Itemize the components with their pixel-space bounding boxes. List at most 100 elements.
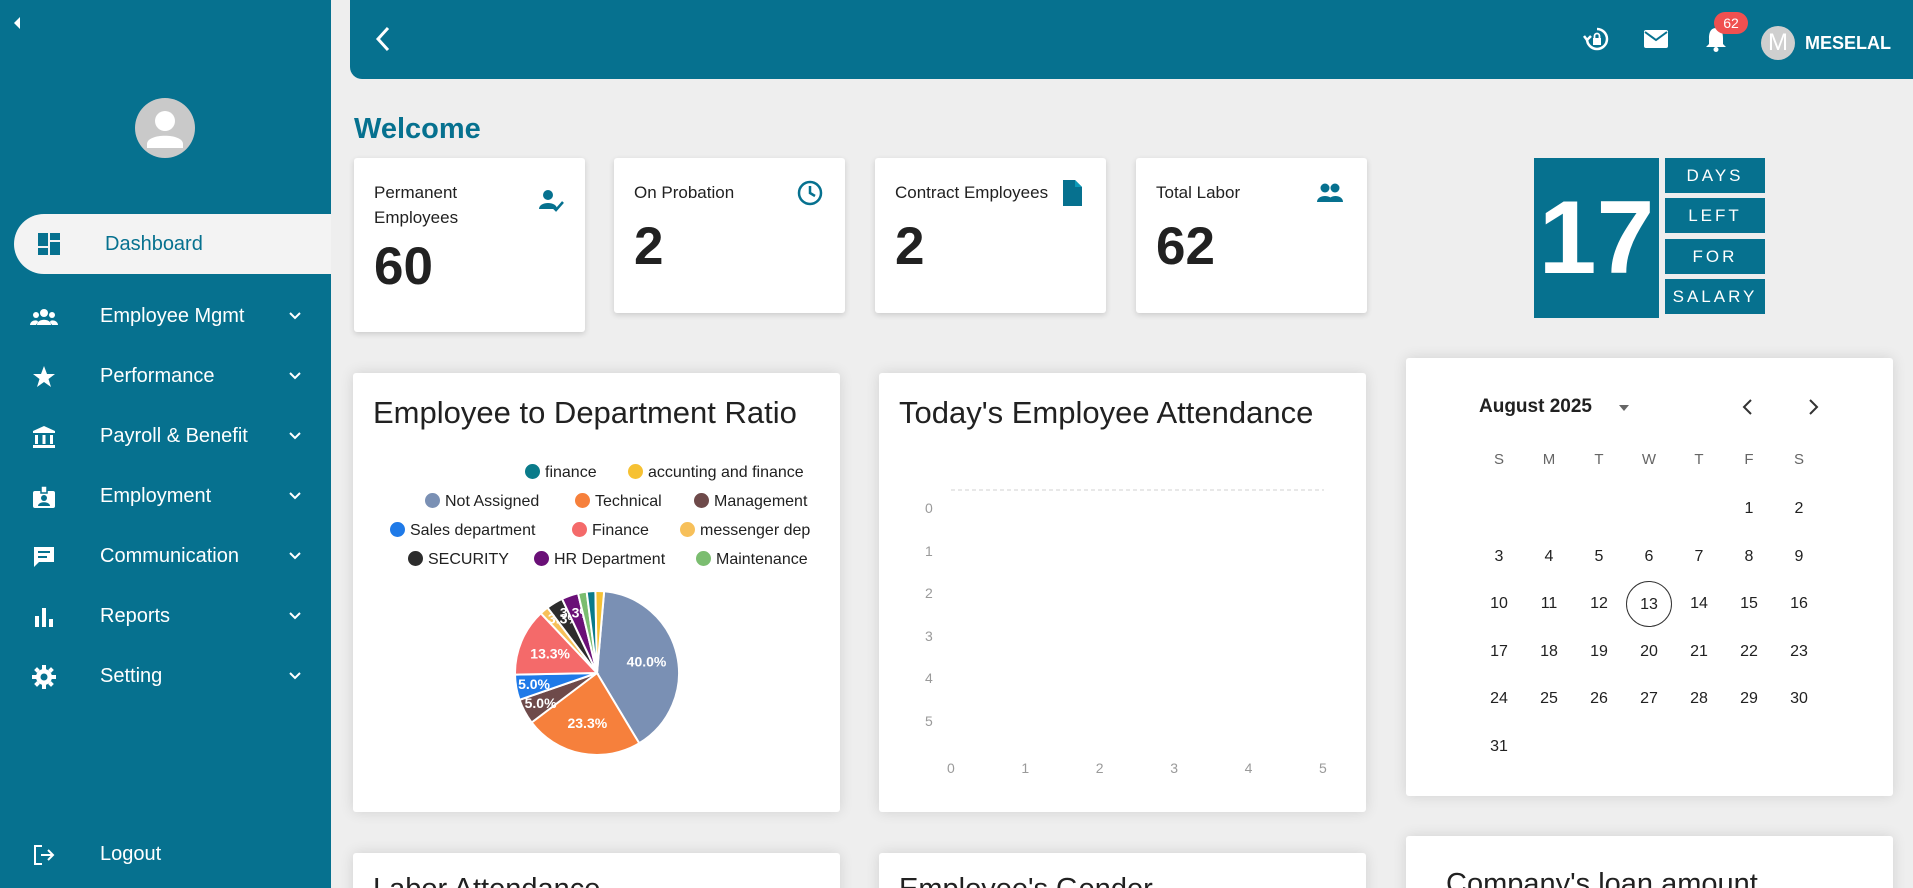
calendar-weekday-label: M bbox=[1542, 451, 1556, 468]
calendar-day[interactable]: 27 bbox=[1640, 690, 1658, 708]
bank-icon bbox=[33, 426, 55, 448]
sidebar-item-label: Reports bbox=[100, 605, 171, 627]
calendar-day[interactable]: 26 bbox=[1590, 690, 1608, 708]
pie-slice[interactable] bbox=[585, 589, 598, 674]
pie-slice[interactable] bbox=[595, 590, 680, 745]
sidebar-item-payroll-benefit[interactable]: Payroll & Benefit bbox=[0, 413, 331, 461]
legend-entry[interactable]: accunting and finance bbox=[628, 464, 804, 482]
pie-slice[interactable] bbox=[546, 597, 598, 674]
legend-entry[interactable]: Maintenance bbox=[696, 551, 808, 569]
calendar-day[interactable]: 3 bbox=[1494, 547, 1504, 565]
back-arrow-icon[interactable] bbox=[372, 24, 394, 54]
logout-label: Logout bbox=[100, 843, 162, 865]
calendar-day[interactable]: 6 bbox=[1644, 547, 1654, 565]
salary-word: DAYS bbox=[1665, 158, 1765, 193]
stat-label: On Probation bbox=[634, 183, 735, 202]
calendar-day[interactable]: 9 bbox=[1794, 547, 1804, 565]
calendar-day[interactable]: 30 bbox=[1790, 690, 1808, 708]
sidebar-item-employment[interactable]: Employment bbox=[0, 473, 331, 521]
logout-button[interactable]: Logout bbox=[0, 831, 331, 879]
legend-entry[interactable]: HR Department bbox=[534, 551, 665, 569]
calendar-day[interactable]: 22 bbox=[1740, 642, 1758, 660]
legend-entry[interactable]: Not Assigned bbox=[425, 493, 539, 511]
legend-entry[interactable]: SECURITY bbox=[408, 551, 509, 569]
user-avatar[interactable]: M bbox=[1761, 26, 1795, 60]
legend-entry[interactable]: messenger dep bbox=[680, 522, 810, 540]
mail-icon[interactable] bbox=[1642, 26, 1670, 52]
y-tick-label: 0 bbox=[925, 500, 933, 516]
user-name[interactable]: MESELAL bbox=[1805, 33, 1892, 53]
pie-slice[interactable] bbox=[560, 592, 598, 674]
sidebar-item-reports[interactable]: Reports bbox=[0, 593, 331, 641]
calendar-day[interactable]: 19 bbox=[1590, 642, 1608, 660]
sidebar-item-label: Employment bbox=[100, 485, 212, 507]
calendar-day[interactable]: 17 bbox=[1490, 642, 1508, 660]
pie-slice[interactable] bbox=[539, 606, 598, 674]
calendar-day[interactable]: 16 bbox=[1790, 595, 1808, 613]
calendar-day[interactable]: 31 bbox=[1490, 738, 1508, 755]
calendar-day[interactable]: 12 bbox=[1590, 595, 1608, 613]
calendar-day[interactable]: 20 bbox=[1640, 642, 1658, 660]
calendar-day[interactable]: 4 bbox=[1544, 547, 1554, 565]
calendar-day[interactable]: 24 bbox=[1490, 690, 1508, 708]
pie-slice[interactable] bbox=[518, 672, 598, 724]
attendance-chart bbox=[951, 489, 1324, 491]
calendar-day[interactable]: 18 bbox=[1540, 642, 1558, 660]
calendar-day[interactable]: 5 bbox=[1594, 547, 1604, 565]
pie-slice[interactable] bbox=[576, 590, 598, 674]
calendar-day[interactable]: 8 bbox=[1744, 547, 1754, 565]
legend-entry[interactable]: Sales department bbox=[390, 522, 535, 540]
y-tick-label: 4 bbox=[925, 670, 933, 687]
legend-entry[interactable]: finance bbox=[525, 464, 597, 482]
calendar-month-label[interactable]: August 2025 bbox=[1479, 396, 1592, 417]
calendar-prev-button[interactable] bbox=[1736, 395, 1760, 419]
pie-slice[interactable] bbox=[513, 672, 598, 702]
legend-label: HR Department bbox=[554, 551, 666, 568]
pie-slice[interactable] bbox=[594, 590, 606, 674]
calendar-day[interactable]: 23 bbox=[1790, 642, 1808, 660]
calendar-next-button[interactable] bbox=[1801, 395, 1825, 419]
collapse-sidebar-icon[interactable] bbox=[10, 14, 24, 32]
calendar-panel bbox=[1406, 358, 1893, 796]
calendar-day[interactable]: 28 bbox=[1690, 690, 1708, 708]
legend-label: finance bbox=[545, 464, 597, 481]
pie-data-label: 5.0% bbox=[518, 676, 550, 692]
x-tick-label: 1 bbox=[1021, 760, 1030, 776]
pie-slice[interactable] bbox=[530, 671, 641, 756]
calendar-day[interactable]: 11 bbox=[1540, 595, 1558, 613]
calendar-day[interactable]: 2 bbox=[1794, 500, 1804, 517]
sidebar-item-label: Setting bbox=[100, 665, 163, 687]
chevron-down-icon bbox=[289, 672, 301, 680]
panel-title: Labor Attendance bbox=[373, 873, 600, 888]
calendar-day[interactable]: 21 bbox=[1690, 642, 1708, 660]
legend-entry[interactable]: Finance bbox=[572, 522, 649, 540]
bar-chart-icon bbox=[35, 608, 53, 627]
legend-label: Management bbox=[714, 493, 808, 510]
sidebar-item-setting[interactable]: Setting bbox=[0, 653, 331, 701]
legend-entry[interactable]: Management bbox=[694, 493, 807, 511]
sidebar-item-employee-mgmt[interactable]: Employee Mgmt bbox=[0, 293, 331, 341]
calendar-day[interactable]: 1 bbox=[1744, 500, 1754, 517]
sidebar-item-communication[interactable]: Communication bbox=[0, 533, 331, 581]
logout-icon bbox=[34, 845, 55, 865]
calendar-day[interactable]: 10 bbox=[1490, 595, 1508, 613]
legend-label: Maintenance bbox=[716, 551, 808, 568]
legend-entry[interactable]: Technical bbox=[575, 493, 662, 511]
calendar-day-today[interactable]: 13 bbox=[1626, 581, 1672, 628]
department-pie-chart: 40.0% 23.3% 5.0% 5.0% 13.3% 3.3%3.3% bbox=[513, 589, 680, 756]
calendar-day[interactable]: 25 bbox=[1540, 690, 1558, 708]
calendar-day[interactable]: 29 bbox=[1740, 690, 1758, 708]
chevron-down-icon[interactable] bbox=[1617, 401, 1631, 415]
pie-slice[interactable] bbox=[514, 611, 600, 676]
chevron-down-icon bbox=[289, 552, 301, 560]
calendar-day[interactable]: 15 bbox=[1740, 595, 1758, 613]
calendar-day[interactable]: 7 bbox=[1694, 547, 1704, 565]
attendance-panel: Today's Employee Attendance 0 1 2 3 4 5 0 1 2 3 4 5 bbox=[879, 373, 1366, 812]
y-tick-label: 2 bbox=[925, 585, 933, 602]
sidebar-item-performance[interactable]: Performance bbox=[0, 353, 331, 401]
stat-card-total-labor: Total Labor 62 bbox=[1136, 158, 1367, 313]
lock-reset-icon[interactable] bbox=[1583, 26, 1611, 52]
legend-swatch bbox=[694, 493, 709, 508]
sidebar-item-dashboard[interactable]: Dashboard bbox=[14, 214, 331, 274]
calendar-day[interactable]: 14 bbox=[1690, 595, 1708, 613]
